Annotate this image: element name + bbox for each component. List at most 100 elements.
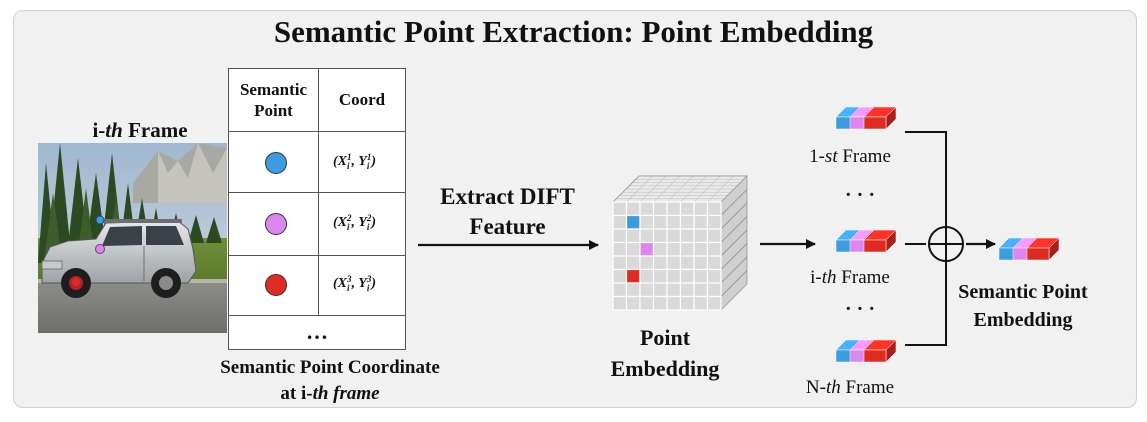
cube-cell <box>706 295 722 311</box>
cube-cell <box>693 295 709 311</box>
cube-cell <box>612 214 628 230</box>
cube-cell <box>625 268 641 284</box>
frame-label-italic: th <box>105 118 123 142</box>
token-front <box>1026 247 1050 261</box>
coord-row-2: (X 2 i, Y 2 i) <box>333 213 376 232</box>
cube-cell <box>666 255 682 271</box>
cube-cell <box>679 282 695 298</box>
cube-cell <box>706 214 722 230</box>
semantic-point-embedding-line2: Embedding <box>973 309 1073 331</box>
cube-cell <box>679 241 695 257</box>
point-embedding-line1: Point <box>639 325 691 350</box>
cube-cell <box>639 255 655 271</box>
cube-cell <box>652 241 668 257</box>
header-semantic-point-line1: Semantic <box>239 80 308 99</box>
cube-cell <box>679 228 695 244</box>
table-row-divider <box>229 255 405 256</box>
extract-dift-line2: Feature <box>469 214 546 239</box>
coord-caption-line2-italic: th frame <box>312 383 380 404</box>
cube-side-line <box>720 202 748 230</box>
cube-cell <box>625 214 641 230</box>
semantic-point-dot-2 <box>265 213 287 235</box>
cube-side-line <box>720 256 748 284</box>
point-embedding-line2: Embedding <box>610 356 720 381</box>
cube-cell <box>625 228 641 244</box>
coord-row-1: (X 1 i, Y 1 i) <box>333 152 376 171</box>
semantic-point-dot-3 <box>265 274 287 296</box>
cube-cell <box>693 201 709 217</box>
cube-cell <box>652 201 668 217</box>
cube-cell <box>679 201 695 217</box>
cube-cell <box>706 241 722 257</box>
cube-cell <box>666 268 682 284</box>
frame-n-prefix: N- <box>805 377 826 398</box>
semantic-point-embedding-line1: Semantic Point <box>958 281 1088 303</box>
frame-label-nth: N-th Frame <box>790 377 910 399</box>
cube-side-line <box>720 243 748 270</box>
cube-cell <box>652 282 668 298</box>
cube-cell <box>612 201 628 217</box>
cube-cell <box>625 241 641 257</box>
cube-cell <box>639 201 655 217</box>
cube-cell <box>639 241 655 257</box>
cube-cell <box>679 255 695 271</box>
frame-1-prefix: 1- <box>809 146 825 167</box>
cube-cell <box>625 201 641 217</box>
cube-cell <box>639 282 655 298</box>
cube-side-line <box>720 189 748 216</box>
cube-cell <box>666 241 682 257</box>
cube-cell <box>666 282 682 298</box>
cube-cell <box>612 228 628 244</box>
cube-cell <box>706 228 722 244</box>
cube-cell <box>693 228 709 244</box>
frames-ellipsis-top: · · · <box>844 184 875 206</box>
cube-cell <box>652 228 668 244</box>
cube-side-line <box>720 216 748 243</box>
cube-cell <box>625 282 641 298</box>
frame-1-italic: st <box>824 146 838 167</box>
table-row-divider <box>229 192 405 193</box>
frame-n-suffix: Frame <box>840 377 895 398</box>
table-ellipsis: … <box>306 319 328 344</box>
diagram-title: Semantic Point Extraction: Point Embeddi… <box>273 14 874 49</box>
cube-cell <box>612 282 628 298</box>
feature-cube <box>612 175 748 311</box>
cube-cell <box>693 268 709 284</box>
semantic-point-embedding-label: Semantic Point Embedding <box>938 278 1108 334</box>
token-front <box>863 239 887 253</box>
frame-1-suffix: Frame <box>837 146 891 167</box>
coord-caption-line1: Semantic Point Coordinate <box>220 357 440 378</box>
cube-cell <box>639 268 655 284</box>
frames-ellipsis-bottom: · · · <box>844 298 875 320</box>
cube-cell <box>693 241 709 257</box>
cube-cell <box>706 255 722 271</box>
cube-cell <box>612 241 628 257</box>
frame-n-italic: th <box>825 377 841 398</box>
cube-cell <box>652 255 668 271</box>
cube-cell <box>693 282 709 298</box>
frame-i-suffix: Frame <box>836 267 890 288</box>
header-coord: Coord <box>338 90 386 109</box>
cube-cell <box>652 295 668 311</box>
header-semantic-point: Semantic Point <box>229 79 318 121</box>
table-row-divider <box>229 315 405 316</box>
extract-dift-line1: Extract DIFT <box>440 184 575 209</box>
cube-cell <box>612 295 628 311</box>
frame-label-1st: 1-st Frame <box>790 146 910 168</box>
cube-cell <box>679 214 695 230</box>
cube-cell <box>639 228 655 244</box>
cube-cell <box>666 201 682 217</box>
cube-cell <box>639 295 655 311</box>
cube-cell <box>666 228 682 244</box>
cube-cell <box>652 268 668 284</box>
cube-side-line <box>720 270 748 297</box>
token-front <box>863 116 887 130</box>
extract-dift-label: Extract DIFT Feature <box>410 182 605 242</box>
coord-caption-line2-prefix: at i- <box>280 383 313 404</box>
cube-cell <box>612 268 628 284</box>
frame-label-suffix: Frame <box>122 118 188 142</box>
cube-cell <box>679 268 695 284</box>
cube-cell <box>693 214 709 230</box>
cube-cell <box>706 268 722 284</box>
